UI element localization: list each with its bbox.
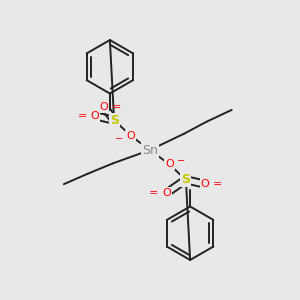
Text: −: − (177, 156, 185, 166)
Text: −: − (115, 134, 123, 144)
Text: O: O (162, 188, 171, 198)
Text: S: S (181, 173, 190, 186)
Text: =: = (112, 102, 122, 112)
Text: O: O (201, 179, 209, 189)
Text: =: = (77, 111, 87, 121)
Text: =: = (148, 188, 158, 198)
Text: O: O (165, 159, 174, 169)
Text: O: O (91, 111, 99, 121)
Text: O: O (100, 102, 108, 112)
Text: =: = (213, 179, 223, 189)
Text: O: O (126, 131, 135, 141)
Text: Sn: Sn (142, 143, 158, 157)
Text: S: S (110, 114, 119, 127)
